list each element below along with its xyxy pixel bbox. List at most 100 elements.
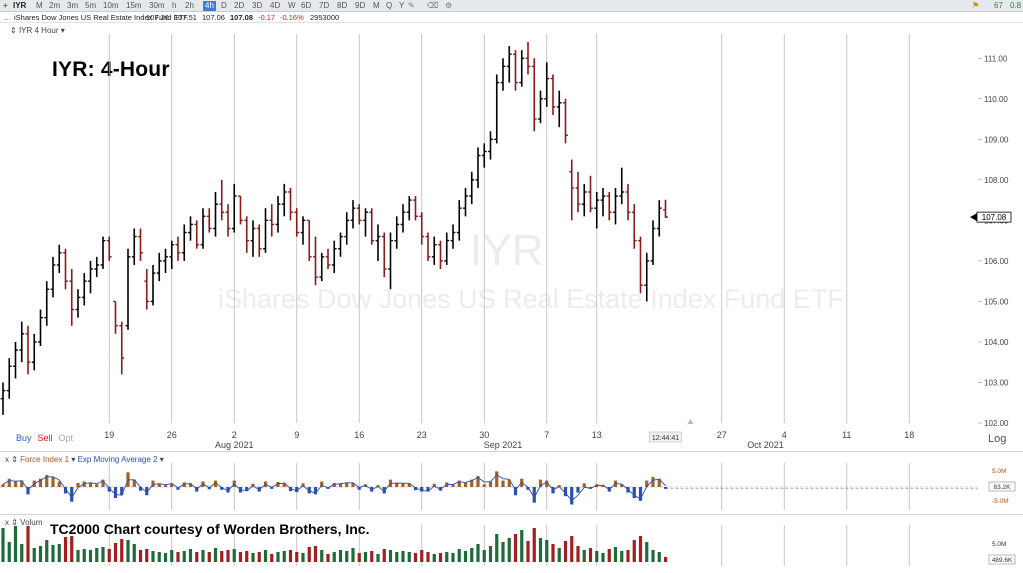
force-bar [551,487,555,494]
add-icon[interactable]: + [3,1,8,10]
pane-divider[interactable] [0,451,1023,452]
timeframe-2D[interactable]: 2D [234,1,245,10]
ohlc-bar [206,208,212,233]
timeframe-3m[interactable]: 3m [67,1,79,10]
volume-bar [632,540,636,562]
close-icon[interactable]: x [5,518,12,527]
ohlc-bar [88,260,93,294]
volume-bar [482,550,486,562]
force-bar [145,487,149,496]
timeframe-5m[interactable]: 5m [85,1,97,10]
force-bar [557,485,561,487]
timeframe-4h[interactable]: 4h [203,1,216,11]
timeframe-2h[interactable]: 2h [185,1,194,10]
ohlc-bar [263,208,268,253]
timeframe-10m[interactable]: 10m [103,1,119,10]
force-index-label[interactable]: Force Index 1 [20,455,70,464]
timeframe-9D[interactable]: 9D [355,1,366,10]
x-tick-label: 13 [592,430,602,440]
volume-bar [613,547,618,562]
chevron-down-icon: ▾ [69,455,78,464]
y-tick-label: 109.00 [984,135,1009,144]
ohlc-bar [625,183,631,221]
volume-pane-header[interactable]: x ⇕ Volum [5,518,42,527]
ohlc-bar [19,321,25,363]
close-icon[interactable]: x [5,455,12,464]
y-tick-label: 110.00 [984,95,1008,104]
force-bar [163,485,168,487]
ohlc-bar [513,50,518,91]
settings-icon[interactable]: ⚙ [445,1,453,10]
ohlc-bar [225,204,231,237]
timeframe-Y[interactable]: Y [399,1,405,10]
volume-bar [382,549,386,562]
ohlc-bar [69,269,75,326]
timeframe-D[interactable]: D [221,1,227,10]
timeframe-8D[interactable]: 8D [337,1,348,10]
time-badge-box [649,431,682,443]
ema-label[interactable]: Exp Moving Average 2 [77,455,158,464]
ohlc-bar [644,252,650,302]
volume-bar [257,552,261,562]
volume-bar [420,550,424,562]
sell-button[interactable]: Sell [37,433,53,443]
timeframe-3D[interactable]: 3D [252,1,263,10]
force-bar [632,487,636,499]
force-bar [382,487,386,494]
quote-pct: -0.16% [280,13,304,22]
ohlc-bar [588,175,593,213]
ohlc-bar [388,232,393,290]
x-tick-label: 9 [294,430,299,440]
ohlc-bar [606,192,612,221]
volume-bar [576,546,580,562]
timeframe-15m[interactable]: 15m [126,1,142,10]
pane-arrows-icon: ⇕ [11,518,21,527]
timeframe-30m[interactable]: 30m [149,1,165,10]
volume-bar [26,526,30,562]
buy-button[interactable]: Buy [16,433,32,443]
scroll-marker-icon [687,419,694,424]
timeframe-h[interactable]: h [172,1,177,10]
force-bar [532,487,536,503]
indicator-pane-header[interactable]: x ⇕ Force Index 1 ▾ Exp Moving Average 2… [5,455,164,464]
volume-bar [270,554,274,562]
volume-bar [263,550,268,562]
ohlc-bar [288,187,293,221]
timeframe-4D[interactable]: 4D [270,1,281,10]
ohlc-bar [375,224,381,261]
timeframe-M[interactable]: M [373,1,380,10]
flag-icon[interactable]: ⚑ [972,1,980,10]
timeframe-W[interactable]: W [288,1,296,10]
pane-divider[interactable] [0,514,1023,515]
ohlc-bar [406,196,412,221]
force-bar [57,481,61,487]
quote-low: 107.06 [202,13,225,22]
volume-bar [501,542,505,562]
volume-bar [57,544,61,562]
volume-bar [651,550,655,562]
timeframe-M[interactable]: M [36,1,43,10]
volume-axis-top: 5.0M [992,541,1006,548]
options-button[interactable]: Opt [58,433,74,443]
y-tick-label: 108.00 [984,176,1009,185]
menu-dots-icon[interactable]: … [4,13,12,22]
ohlc-bar [481,143,487,168]
timeframe-6D[interactable]: 6D [301,1,312,10]
ohlc-bar [313,236,318,286]
eraser-icon[interactable]: ⌫ [427,1,439,10]
force-bar [138,487,143,491]
ohlc-bar [506,46,512,83]
volume-bar [638,536,643,562]
price-pane-header[interactable]: ⇕ IYR 4 Hour ▾ [10,26,65,35]
ohlc-bar [331,240,337,274]
force-bar [538,479,543,487]
volume-value-box [988,554,1016,565]
symbol-box[interactable]: IYR [13,1,27,10]
pencil-icon[interactable]: ✎ [408,1,415,10]
log-scale-toggle[interactable]: Log [988,433,1007,445]
timeframe-2m[interactable]: 2m [49,1,61,10]
volume-bar [401,551,405,562]
timeframe-Q[interactable]: Q [386,1,393,10]
timeframe-7D[interactable]: 7D [319,1,330,10]
